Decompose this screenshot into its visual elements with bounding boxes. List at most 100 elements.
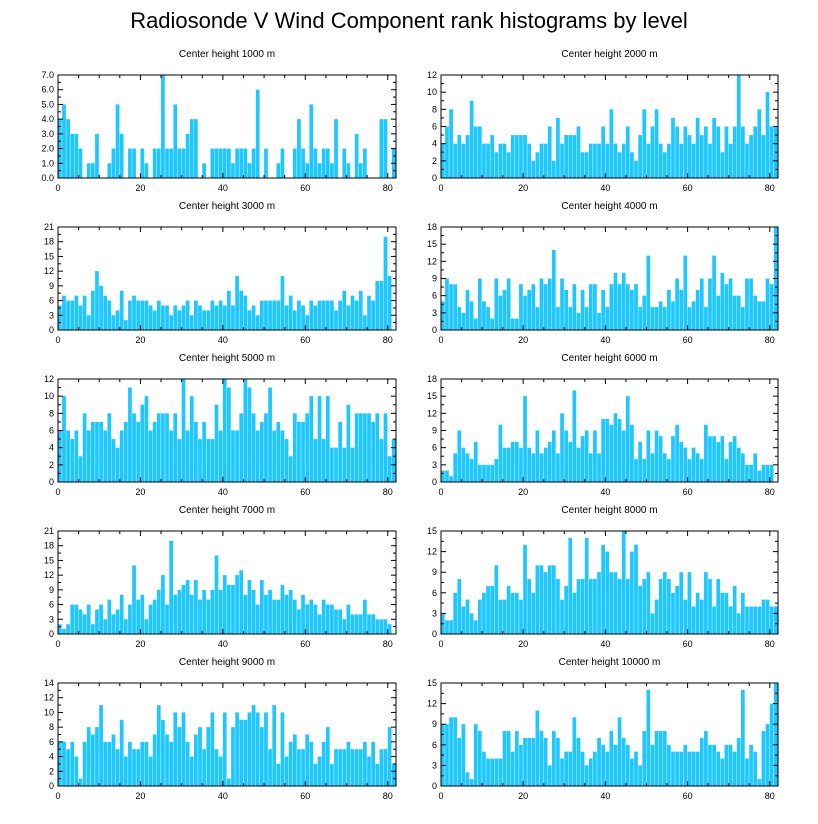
histogram-bar	[132, 749, 136, 786]
histogram-bar	[321, 599, 326, 634]
histogram-bar	[251, 705, 256, 786]
y-tick-label: 12	[44, 266, 54, 276]
x-tick-label: 0	[55, 639, 60, 649]
histogram-bar	[375, 280, 380, 330]
histogram-bar	[769, 284, 774, 330]
histogram-bar	[634, 284, 638, 330]
y-tick-label: 10	[44, 391, 54, 401]
histogram-bar	[350, 614, 355, 634]
histogram-bar	[292, 148, 297, 178]
histogram-bar	[646, 430, 651, 482]
histogram-bar	[165, 413, 169, 482]
y-tick-label: 6	[432, 588, 437, 598]
histogram-bar	[305, 315, 310, 330]
histogram-bar	[305, 604, 310, 634]
histogram-bar	[560, 143, 564, 178]
y-tick-label: 0	[49, 325, 54, 335]
histogram-bar	[769, 126, 774, 178]
histogram-bar	[576, 447, 581, 482]
histogram-bar	[551, 430, 556, 482]
histogram-bar	[609, 424, 614, 482]
histogram-bar	[255, 315, 260, 330]
histogram-bar	[243, 594, 248, 634]
histogram-bar	[284, 305, 289, 330]
histogram-bar	[107, 413, 112, 482]
histogram-bar	[313, 439, 318, 482]
histogram-bar	[317, 300, 322, 330]
histogram-bar	[761, 464, 766, 482]
histogram-bar	[720, 152, 725, 178]
histogram-bar	[202, 310, 206, 330]
histogram-bar	[218, 430, 223, 482]
histogram-bar	[140, 594, 145, 634]
panel-title: Center height 8000 m	[561, 505, 657, 516]
x-tick-label: 20	[135, 639, 145, 649]
histogram-bar	[580, 152, 585, 178]
histogram-bar	[593, 284, 597, 330]
histogram-bar	[551, 565, 556, 634]
histogram-bar	[527, 289, 532, 330]
histogram-bar	[268, 387, 272, 482]
histogram-bar	[334, 609, 338, 634]
histogram-bar	[658, 301, 663, 330]
histogram-bar	[231, 163, 235, 178]
histogram-bar	[708, 744, 712, 786]
y-tick-label: 14	[44, 678, 54, 688]
histogram-bar	[695, 592, 700, 634]
x-tick-label: 40	[600, 639, 610, 649]
histogram-bar	[58, 624, 62, 634]
histogram-bar	[568, 537, 573, 634]
histogram-bar	[148, 305, 153, 330]
histogram-bar	[724, 284, 729, 330]
histogram-bar	[572, 717, 577, 786]
histogram-bar	[662, 453, 667, 482]
histogram-bar	[769, 703, 774, 786]
histogram-bar	[613, 744, 618, 786]
histogram-bar	[486, 307, 490, 330]
histogram-bar	[510, 441, 515, 482]
histogram-bar	[741, 126, 745, 178]
histogram-bar	[111, 148, 116, 178]
histogram-bar	[531, 737, 536, 786]
histogram-bar	[457, 430, 462, 482]
histogram-bar	[321, 741, 326, 786]
histogram-bar	[173, 104, 178, 178]
histogram-bar	[132, 565, 136, 634]
histogram-bar	[321, 439, 326, 482]
histogram-bar	[630, 289, 634, 330]
histogram-bar	[724, 744, 729, 786]
histogram-bar	[453, 143, 458, 178]
histogram-bar	[387, 456, 392, 482]
histogram-bar	[465, 599, 470, 634]
histogram-bar	[268, 300, 272, 330]
x-tick-label: 60	[683, 639, 693, 649]
histogram-bar	[140, 148, 145, 178]
y-tick-label: 12	[44, 693, 54, 703]
histogram-bar	[683, 255, 688, 330]
histogram-bar	[90, 734, 95, 786]
y-tick-label: 0	[49, 477, 54, 487]
histogram-bar	[189, 119, 194, 178]
histogram-bar	[78, 456, 83, 482]
histogram-bar	[115, 609, 120, 634]
histogram-bar	[609, 284, 614, 330]
histogram-bar	[543, 284, 548, 330]
histogram-bar	[498, 599, 503, 634]
histogram-bar	[712, 255, 716, 330]
histogram-bar	[662, 572, 667, 634]
histogram-bar	[251, 148, 256, 178]
histogram-bar	[136, 749, 141, 786]
y-tick-label: 0	[432, 325, 437, 335]
histogram-bar	[502, 599, 507, 634]
x-tick-label: 60	[683, 183, 693, 193]
histogram-bar	[749, 464, 753, 482]
histogram-bar	[667, 579, 671, 634]
histogram-bar	[136, 300, 141, 330]
x-tick-label: 40	[600, 335, 610, 345]
histogram-bar	[708, 143, 712, 178]
histogram-bar	[704, 126, 708, 178]
histogram-bar	[247, 712, 252, 786]
histogram-bar	[66, 300, 70, 330]
y-tick-label: 0	[49, 781, 54, 791]
